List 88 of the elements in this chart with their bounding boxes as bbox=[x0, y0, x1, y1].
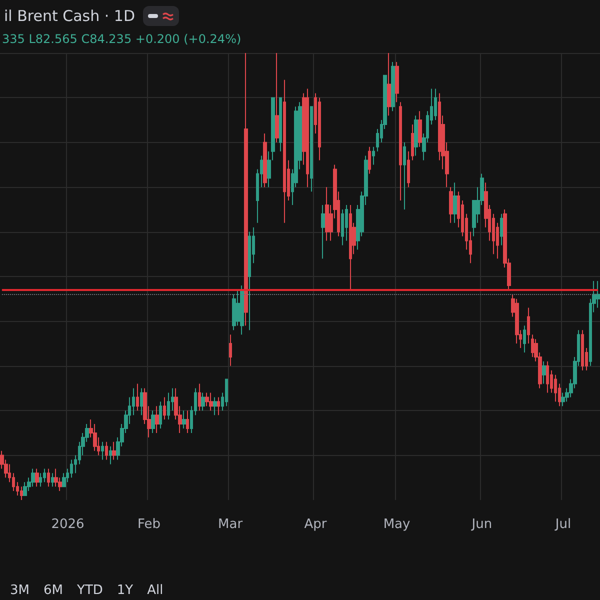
x-tick-label: Jun bbox=[470, 517, 492, 532]
candlestick bbox=[167, 392, 170, 420]
candlestick bbox=[105, 441, 108, 460]
candlestick bbox=[159, 401, 162, 429]
candlestick bbox=[345, 204, 348, 242]
text: 3M bbox=[10, 583, 30, 598]
candlestick bbox=[310, 106, 313, 192]
candlestick bbox=[213, 396, 217, 416]
candlestick bbox=[54, 468, 58, 488]
x-tick-label: Apr bbox=[304, 517, 328, 532]
candlestick bbox=[283, 79, 286, 224]
candlestick bbox=[101, 441, 104, 460]
candlestick bbox=[407, 150, 410, 188]
candlestick bbox=[318, 97, 321, 161]
candlestick bbox=[341, 208, 344, 246]
candlestick bbox=[527, 307, 530, 344]
candlestick bbox=[198, 383, 201, 412]
candlestick bbox=[500, 213, 503, 246]
candlestick bbox=[112, 441, 116, 460]
candlestick bbox=[240, 284, 244, 336]
candlestick bbox=[279, 97, 282, 152]
x-tick-label: May bbox=[383, 517, 411, 532]
candlestick bbox=[43, 468, 46, 483]
candlestick bbox=[20, 486, 23, 500]
candlestick bbox=[39, 472, 42, 488]
candlestick bbox=[93, 424, 97, 452]
candlestick bbox=[47, 468, 50, 488]
candlestick bbox=[232, 294, 236, 331]
candlestick bbox=[453, 182, 457, 224]
chart-subtitle: 335 L82.565 C84.235 +0.200 (+0.24%) bbox=[2, 32, 242, 46]
text: All bbox=[147, 583, 164, 598]
candlestick bbox=[434, 88, 437, 121]
candlestick bbox=[372, 146, 375, 166]
candlestick bbox=[182, 410, 186, 429]
x-tick-label: Mar bbox=[218, 517, 244, 532]
candlestick bbox=[554, 374, 557, 402]
chart-title: il Brent Cash · 1D bbox=[4, 7, 136, 25]
candlestick bbox=[186, 410, 189, 434]
candlestick bbox=[209, 392, 213, 412]
candlestick bbox=[596, 280, 600, 308]
candlestick bbox=[387, 52, 391, 116]
candlestick bbox=[418, 110, 422, 148]
candlestick bbox=[349, 204, 352, 290]
candlestick bbox=[109, 446, 112, 465]
candlestick bbox=[321, 204, 325, 260]
candlestick bbox=[163, 396, 166, 420]
candlestick bbox=[23, 482, 27, 496]
x-tick-label: 2026 bbox=[51, 517, 84, 532]
candlestick bbox=[205, 392, 209, 407]
candlestick bbox=[263, 132, 267, 188]
candlestick bbox=[403, 142, 406, 210]
x-tick-label: Jul bbox=[554, 517, 572, 532]
candlestick bbox=[229, 334, 232, 366]
candlestick bbox=[306, 88, 309, 188]
candlestick bbox=[217, 396, 220, 416]
candlestick bbox=[368, 146, 371, 174]
candlestick bbox=[244, 52, 248, 326]
candlestick bbox=[70, 459, 73, 478]
candlestick bbox=[140, 388, 143, 416]
x-tick-label: Feb bbox=[138, 517, 161, 532]
candlestick bbox=[51, 472, 54, 488]
candlestick bbox=[201, 392, 205, 412]
candlestick bbox=[225, 378, 228, 407]
candlestick bbox=[248, 231, 251, 331]
candlestick bbox=[155, 406, 159, 434]
candlestick bbox=[531, 334, 534, 358]
candlestick bbox=[136, 383, 139, 412]
candlestick bbox=[275, 52, 279, 143]
candlestick bbox=[515, 298, 519, 344]
candlestick bbox=[391, 61, 395, 112]
candlestick bbox=[561, 392, 565, 407]
candlestick bbox=[62, 472, 66, 488]
candlestick bbox=[411, 124, 414, 161]
text: YTD bbox=[77, 583, 103, 598]
candlestick bbox=[151, 410, 155, 434]
candlestick bbox=[523, 325, 526, 353]
candlestick bbox=[395, 61, 399, 103]
text: 1Y bbox=[116, 583, 134, 598]
text: 6M bbox=[44, 583, 63, 598]
candlestick bbox=[399, 102, 402, 202]
candlestick bbox=[581, 330, 584, 371]
candlestick bbox=[542, 360, 546, 384]
candlestick bbox=[414, 115, 418, 156]
candlestick bbox=[35, 468, 39, 488]
candlestick bbox=[449, 186, 453, 224]
candlestick bbox=[325, 186, 329, 242]
candlestick bbox=[546, 360, 549, 394]
candlestick bbox=[31, 468, 35, 488]
